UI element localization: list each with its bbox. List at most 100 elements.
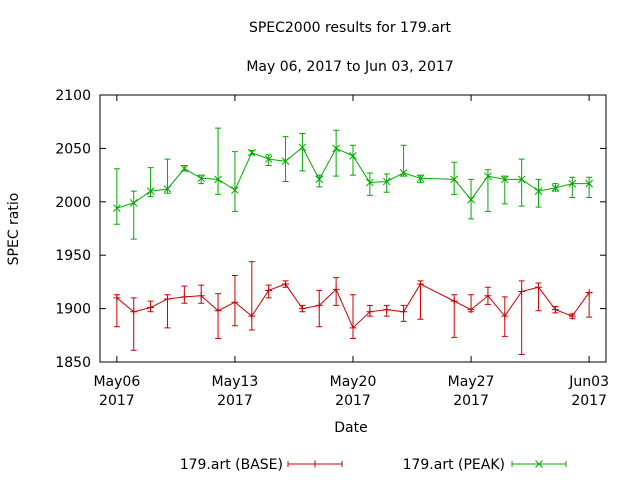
y-tick-label: 2000	[55, 195, 91, 211]
data-point	[568, 312, 576, 320]
data-point	[349, 324, 357, 332]
data-point	[231, 186, 239, 194]
y-tick-label: 1950	[55, 248, 91, 264]
data-point	[146, 187, 155, 195]
y-tick-label: 2050	[55, 141, 91, 157]
legend-item: 179.art (BASE)	[180, 457, 343, 473]
data-point	[518, 288, 526, 296]
data-point	[517, 175, 526, 184]
error-bar	[586, 176, 593, 199]
error-bar	[569, 176, 576, 199]
legend-caps	[287, 461, 343, 467]
x-tick-label: May06	[93, 374, 140, 390]
data-point	[534, 187, 543, 195]
error-bar	[350, 294, 356, 340]
x-axis-label: Date	[334, 420, 367, 436]
error-bar	[333, 129, 340, 177]
x-tick-label: May27	[448, 374, 495, 390]
error-bar	[198, 174, 205, 185]
data-point	[366, 308, 374, 316]
data-point	[467, 306, 475, 314]
data-point	[535, 283, 543, 291]
error-bar	[130, 297, 137, 351]
error-bar	[535, 178, 542, 208]
data-point	[180, 164, 189, 173]
error-bar	[215, 293, 222, 340]
data-point	[332, 285, 340, 293]
data-point	[281, 157, 290, 166]
data-point	[197, 292, 205, 300]
error-bar	[518, 158, 525, 207]
data-point	[382, 177, 391, 186]
data-point	[180, 293, 188, 301]
data-point	[585, 289, 593, 297]
data-point	[147, 304, 155, 312]
y-axis-label: SPEC ratio	[6, 193, 22, 266]
error-bar	[130, 190, 137, 240]
data-point	[400, 308, 408, 316]
x-tick-label-year: 2017	[335, 393, 371, 409]
plot-area	[113, 127, 593, 356]
data-point	[349, 152, 357, 160]
chart-subtitle: May 06, 2017 to Jun 03, 2017	[246, 59, 453, 75]
data-point	[214, 307, 222, 315]
y-axis: 1850 1900 1950 2000 2050 2100	[55, 88, 606, 371]
error-bar	[366, 172, 373, 196]
error-bar	[248, 261, 255, 331]
data-point	[315, 301, 323, 309]
legend-caps	[511, 461, 567, 467]
data-point	[311, 460, 319, 468]
series-peak	[113, 127, 593, 240]
data-point	[484, 292, 492, 300]
data-point	[332, 144, 340, 153]
error-bar	[316, 174, 323, 188]
error-bar	[383, 173, 390, 193]
data-point	[298, 305, 306, 313]
error-bar	[299, 132, 306, 172]
series-line	[116, 283, 590, 329]
data-point	[231, 298, 239, 306]
data-point	[450, 297, 458, 305]
x-tick-label-year: 2017	[217, 393, 253, 409]
data-point	[535, 460, 543, 468]
data-point	[113, 294, 121, 302]
data-point	[416, 280, 424, 288]
data-point	[129, 199, 138, 207]
data-point	[264, 155, 273, 163]
x-tick-label-year: 2017	[571, 393, 607, 409]
data-point	[383, 306, 391, 314]
data-point	[416, 174, 425, 183]
error-bar	[282, 136, 289, 183]
data-point	[399, 169, 408, 177]
x-tick-label-year: 2017	[99, 393, 135, 409]
legend: 179.art (BASE) 179.art (PEAK)	[180, 457, 567, 473]
data-point	[130, 308, 138, 316]
data-point	[113, 204, 121, 213]
data-point	[366, 178, 374, 187]
x-tick-label: May13	[212, 374, 259, 390]
data-point	[214, 175, 222, 184]
chart-title: SPEC2000 results for 179.art	[249, 20, 452, 36]
data-point	[551, 184, 560, 192]
y-tick-label: 2100	[55, 88, 91, 104]
series-line	[116, 146, 590, 209]
data-point	[163, 185, 172, 193]
legend-label: 179.art (PEAK)	[403, 457, 505, 473]
data-point	[450, 175, 459, 184]
error-bar	[400, 144, 407, 177]
x-tick-label: Jun03	[568, 374, 609, 390]
data-point	[315, 175, 324, 184]
error-bar	[164, 158, 171, 194]
data-point	[467, 195, 475, 204]
data-point	[298, 143, 307, 152]
data-point	[163, 295, 171, 303]
data-point	[501, 312, 509, 320]
x-axis: May06 2017 May13 2017 May20 2017 May27 2017 Jun0…	[93, 95, 609, 409]
y-tick-label: 1850	[55, 355, 91, 371]
error-bar	[265, 154, 272, 166]
data-point	[484, 172, 492, 181]
x-tick-label-year: 2017	[453, 393, 489, 409]
data-point	[282, 280, 290, 288]
data-point	[585, 179, 593, 188]
